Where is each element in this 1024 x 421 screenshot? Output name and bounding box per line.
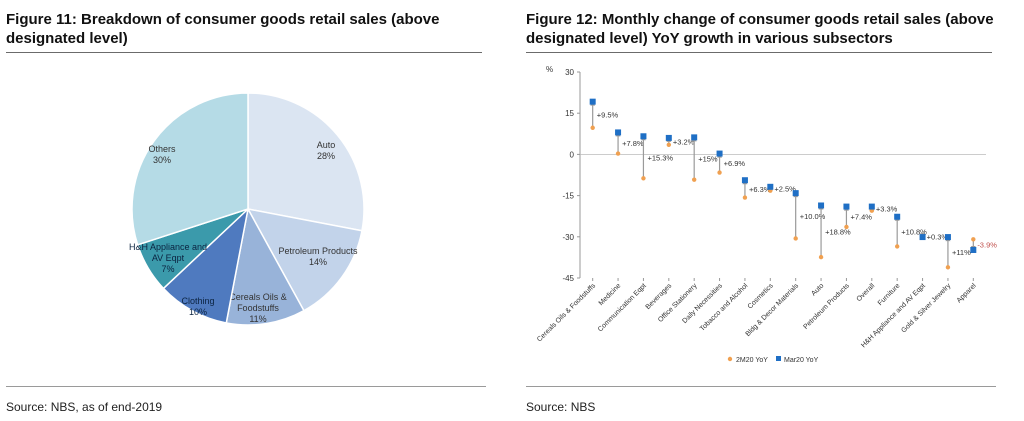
pie-label: Cereals Oils & [229,292,287,302]
pie-slice [131,92,249,246]
point-2m20 [894,244,900,249]
change-annotation: +11% [952,248,971,257]
x-tick-label: Cereals Oils & Foodstuffs [536,282,597,343]
pie-percent-label: 7% [161,264,174,274]
y-tick-label: -45 [562,274,574,283]
figure-12-top-rule [526,52,992,53]
pie-percent-label: 30% [153,155,171,165]
change-annotation: +6.3% [749,185,771,194]
point-2m20 [666,142,672,147]
point-mar20 [843,203,850,210]
point-mar20 [767,183,774,190]
x-tick-label: Auto [810,282,825,297]
change-annotation: +2.5% [774,185,796,194]
x-tick-label: Tobacco and Alcohol [699,282,750,333]
point-mar20 [716,150,723,157]
point-mar20 [741,177,748,184]
point-mar20 [919,234,926,241]
change-annotation: +10.8% [901,228,927,237]
figure-11-title: Figure 11: Breakdown of consumer goods r… [6,11,440,47]
legend-marker-2m20 [727,356,733,362]
pie-label: Auto [317,140,336,150]
point-mar20 [691,134,698,141]
x-tick-label: Gold & Silver Jewelry [900,282,952,334]
change-annotation: +9.5% [597,111,619,120]
change-annotation: +10.0% [800,212,826,221]
figure-11-bottom-rule [6,386,486,387]
point-mar20 [615,129,622,136]
pie-percent-label: 11% [249,314,266,324]
change-annotation: -3.9% [977,241,997,250]
pie-slice [162,206,250,324]
point-2m20 [818,254,824,260]
figure-12-panel: Figure 12: Monthly change of consumer go… [524,0,1020,421]
change-annotation: +15.3% [647,153,673,162]
y-tick-label: -30 [562,233,574,242]
change-annotation: +3.2% [673,137,695,146]
pie-label: Clothing [181,296,214,306]
pie-label: Petroleum Products [278,246,358,256]
x-tick-label: Bldg & Decor Materials [745,282,801,338]
point-mar20 [818,202,825,209]
legend-label-2m20: 2M20 YoY [736,357,768,364]
point-mar20 [589,98,596,105]
point-mar20 [792,190,799,197]
change-annotation: +0.3% [927,233,949,242]
change-annotation: +18.8% [825,227,851,236]
change-annotation: +7.8% [622,139,644,148]
pie-slice [247,92,365,232]
point-2m20 [945,265,951,270]
figure-11-top-rule [6,52,482,53]
pie-label: Foodstuffs [237,303,279,313]
pie-label: H&H Appliance and [129,242,207,252]
point-mar20 [640,133,647,140]
x-tick-label: Apparel [956,282,978,304]
pie-slice [225,206,305,326]
x-tick-label: Medicine [598,282,623,307]
change-annotation: +3.3% [876,205,898,214]
figure-12-title: Figure 12: Monthly change of consumer go… [526,11,994,47]
point-mar20 [894,213,901,220]
figure-12-bottom-rule [526,386,996,387]
point-mar20 [868,203,875,210]
point-2m20 [971,237,976,242]
pie-percent-label: 14% [309,257,327,267]
point-2m20 [869,208,875,213]
point-2m20 [742,195,748,200]
y-tick-label: 0 [570,150,575,159]
legend-marker-mar20 [776,356,781,361]
legend-label-mar20: Mar20 YoY [784,357,819,364]
figure-11-panel: Figure 11: Breakdown of consumer goods r… [0,0,496,421]
pie-percent-label: 10% [189,307,207,317]
x-tick-label: Petroleum Products [802,282,851,331]
y-axis-unit: % [546,65,553,74]
change-annotation: +15% [698,155,718,164]
change-annotation: +6.9% [724,159,746,168]
point-2m20 [793,236,798,241]
pie-slice [246,207,363,312]
point-mar20 [944,234,951,241]
point-2m20 [590,125,595,130]
y-tick-label: -15 [562,192,574,201]
pie-label: AV Eqpt [152,253,185,263]
x-tick-label: Furniture [877,282,902,307]
point-mar20 [970,246,977,253]
point-2m20 [717,170,722,175]
x-tick-label: Overall [856,282,877,303]
point-2m20 [615,151,621,156]
x-tick-label: Communication Eqpt [597,282,648,333]
point-2m20 [844,224,849,230]
point-2m20 [641,176,646,181]
point-mar20 [665,134,672,141]
y-tick-label: 15 [565,109,574,118]
figure-12-source: Source: NBS [526,400,596,414]
figure-11-source: Source: NBS, as of end-2019 [6,400,163,414]
pie-percent-label: 28% [317,151,335,161]
change-annotation: +7.4% [850,213,872,222]
pie-label: Others [148,144,176,154]
point-2m20 [691,177,697,182]
y-tick-label: 30 [565,68,574,77]
